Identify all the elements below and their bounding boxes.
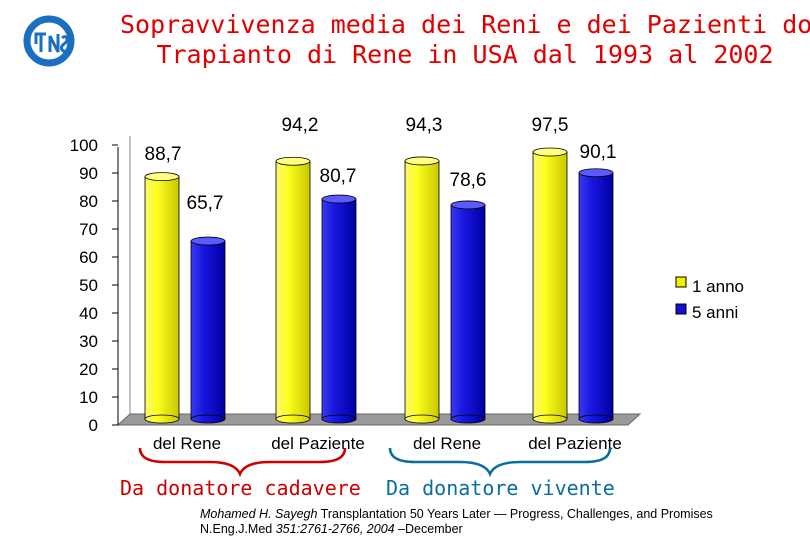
group-brace-cadavere [138, 447, 347, 478]
y-tick-label: 90 [79, 164, 98, 183]
bar-5-anni [190, 236, 226, 424]
legend-label-1-anno: 1 anno [692, 277, 744, 296]
citation-journal: N.Eng.J.Med [200, 522, 276, 536]
chart-title-line-2: Trapianto di Rene in USA dal 1993 al 200… [156, 40, 774, 69]
citation-date: –December [394, 522, 463, 536]
bar-value-label: 78,6 [450, 170, 487, 191]
y-tick-label: 20 [79, 360, 98, 379]
citation-title: Transplantation 50 Years Later — Progres… [317, 507, 713, 521]
legend-swatch-1-anno [675, 276, 687, 288]
bar-5-anni [450, 200, 486, 424]
group-label-vivente: Da donatore vivente [386, 476, 615, 500]
bar-value-label: 94,2 [282, 115, 319, 136]
bar-1-anno [404, 156, 440, 424]
bar-value-label: 65,7 [187, 193, 224, 214]
tn-logo-icon [22, 14, 76, 68]
chart-title: Sopravvivenza media dei Reni e dei Pazie… [120, 10, 810, 70]
x-category-label: del Rene [413, 434, 481, 453]
x-category-label: del Rene [153, 434, 221, 453]
y-tick-label: 30 [79, 332, 98, 351]
citation: Mohamed H. Sayegh Transplantation 50 Yea… [200, 507, 713, 537]
group-brace-vivente [388, 447, 612, 478]
y-tick-label: 10 [79, 388, 98, 407]
citation-author: Mohamed H. Sayegh [200, 507, 318, 521]
chart-floor [116, 413, 642, 426]
bar-1-anno [275, 156, 311, 424]
y-tick-label: 100 [70, 136, 98, 155]
y-tick-label: 40 [79, 304, 98, 323]
x-category-label: del Paziente [528, 434, 622, 453]
bar-value-label: 88,7 [145, 144, 182, 165]
bar-value-label: 97,5 [532, 115, 569, 136]
bar-value-label: 90,1 [580, 142, 617, 163]
y-tick-label: 80 [79, 192, 98, 211]
chart-title-line-1: Sopravvivenza media dei Reni e dei Pazie… [120, 10, 810, 39]
group-label-cadavere: Da donatore cadavere [120, 476, 361, 500]
citation-ref: 351:2761-2766, 2004 [275, 522, 395, 536]
legend-label-5-anni: 5 anni [692, 303, 738, 322]
legend: 1 anno 5 anni [654, 236, 794, 332]
bar-5-anni [321, 194, 357, 424]
x-category-label: del Paziente [271, 434, 365, 453]
legend-swatch-5-anni [675, 303, 687, 315]
bar-5-anni [578, 168, 614, 424]
y-tick-label: 0 [89, 416, 98, 435]
y-tick-label: 50 [79, 276, 98, 295]
bar-value-label: 94,3 [406, 115, 443, 136]
bar-1-anno [532, 147, 568, 424]
bar-value-label: 80,7 [320, 166, 357, 187]
y-tick-label: 70 [79, 220, 98, 239]
y-tick-label: 60 [79, 248, 98, 267]
bar-1-anno [144, 172, 180, 424]
